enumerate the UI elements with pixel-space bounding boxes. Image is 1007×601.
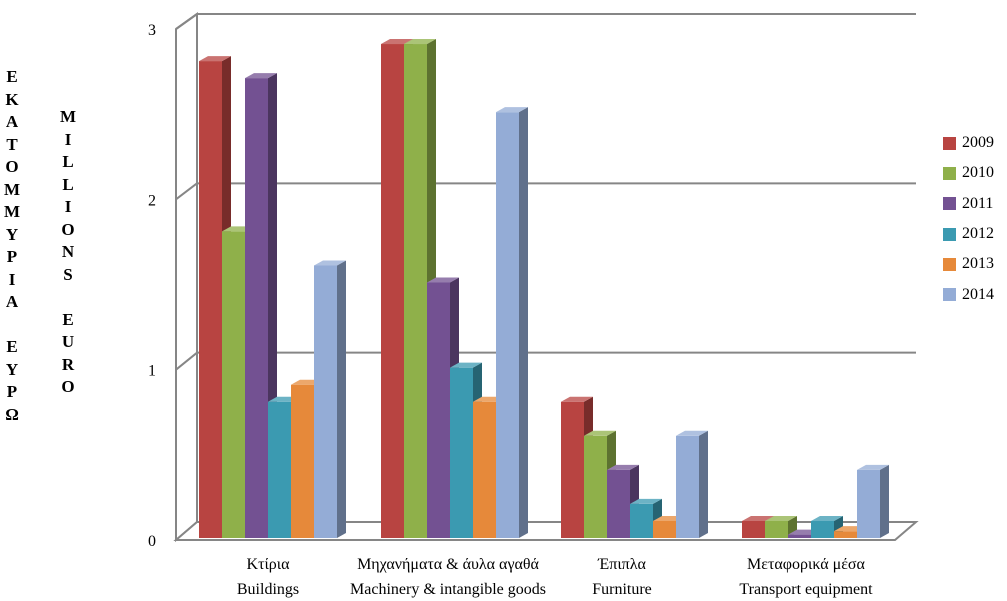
legend-item: 2010 [943,158,1007,188]
y-axis-label-letter: Μ [3,202,21,221]
y-axis-label-letter: O [61,219,75,239]
legend-item: 2011 [943,189,1007,219]
y-tick-label: 1 [148,363,156,380]
x-tick-labels: Κτίρια Buildings Μηχανήματα & άυλα αγαθά Ma… [237,556,873,598]
legend-item: 2012 [943,219,1007,249]
legend-swatch [943,288,956,302]
y-axis-label-letter: N [61,242,75,261]
legend-item: 2009 [943,128,1007,158]
legend-label: 2011 [962,194,994,212]
x-tick-label: Buildings [237,581,299,598]
y-axis-label-letter: I [64,197,72,216]
y-axis-label-letter: L [62,152,74,171]
y-axis-label-letter: Ρ [6,382,18,401]
y-tick-labels: 0 1 2 3 [148,22,156,550]
chart-walls [173,12,919,543]
legend-item: 2014 [943,279,1007,309]
legend-label: 2010 [962,164,994,182]
y-axis-label-letter: Ο [5,157,19,176]
bars [199,39,889,539]
legend-swatch [943,197,956,211]
gridlines [175,13,916,371]
y-axis-label-letter: Τ [6,134,18,154]
y-tick-label: 2 [148,192,156,209]
y-axis-label-letter: Ι [8,269,16,289]
legend-label: 2009 [962,134,994,152]
legend-item: 2013 [943,249,1007,279]
y-axis-label-letter [2,314,22,337]
y-axis-label-letter: Υ [5,224,19,244]
x-tick-label: Machinery & intangible goods [350,581,546,598]
legend: 2009 2010 2011 2012 2013 2014 [943,128,1007,310]
y-axis-label-letter: E [62,309,74,329]
y-axis-label-letter: L [62,174,74,194]
y-axis-label-letter: Ε [6,67,18,86]
y-axis-label-letter: Ε [6,337,18,356]
x-tick-label: Μεταφορικά μέσα [747,556,866,573]
y-axis-label-letter: Ω [5,404,19,424]
x-tick-label: Κτίρια [247,556,291,573]
legend-swatch [943,227,956,241]
legend-swatch [943,136,956,150]
y-tick-label: 0 [148,533,156,550]
bar [314,260,346,538]
bar [496,107,528,539]
legend-swatch [943,166,956,180]
y-axis-label-letter: Υ [5,359,19,379]
y-axis-label-letter: R [61,354,75,374]
y-axis-label-letter: Μ [3,179,21,199]
x-tick-label: Furniture [592,581,652,598]
y-axis-label-letter: Κ [5,89,19,109]
bar [676,430,708,538]
y-axis-label-letter: U [61,332,75,351]
x-tick-label: Έπιπλα [597,556,646,573]
bar [765,515,797,538]
legend-label: 2012 [962,225,994,243]
legend-label: 2014 [962,285,994,303]
y-axis-label-letter: O [61,377,75,396]
x-tick-label: Transport equipment [739,581,873,598]
y-tick-label: 3 [148,22,156,39]
legend-swatch [943,257,956,271]
legend-label: 2013 [962,255,994,273]
y-axis-label-letter: Α [5,292,19,311]
y-axis-label-letter: S [63,264,73,284]
y-axis-label-letter: M [59,107,77,126]
x-tick-label: Μηχανήματα & άυλα αγαθά [357,556,539,573]
y-axis-label-letter [58,286,78,309]
y-axis-label-letter: Α [5,112,19,131]
y-axis-label-letter: I [64,129,72,149]
y-axis-label-letter: Ρ [6,247,18,266]
bar [857,464,889,538]
side-wall [175,12,198,543]
floor [173,521,919,541]
